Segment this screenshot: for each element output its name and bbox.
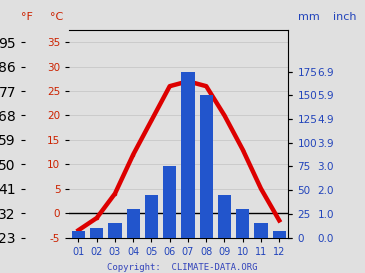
Bar [236, 209, 249, 238]
Bar [72, 231, 85, 238]
Text: Copyright:  CLIMATE-DATA.ORG: Copyright: CLIMATE-DATA.ORG [107, 263, 258, 272]
Bar [90, 228, 103, 238]
Text: inch: inch [333, 12, 357, 22]
Text: °F: °F [22, 12, 33, 22]
Bar [273, 231, 286, 238]
Bar [127, 209, 140, 238]
Text: mm: mm [297, 12, 319, 22]
Bar [200, 95, 213, 238]
Bar [108, 223, 122, 238]
Bar [254, 223, 268, 238]
Text: °C: °C [50, 12, 63, 22]
Bar [218, 195, 231, 238]
Bar [145, 195, 158, 238]
Bar [181, 72, 195, 238]
Bar [163, 166, 176, 238]
